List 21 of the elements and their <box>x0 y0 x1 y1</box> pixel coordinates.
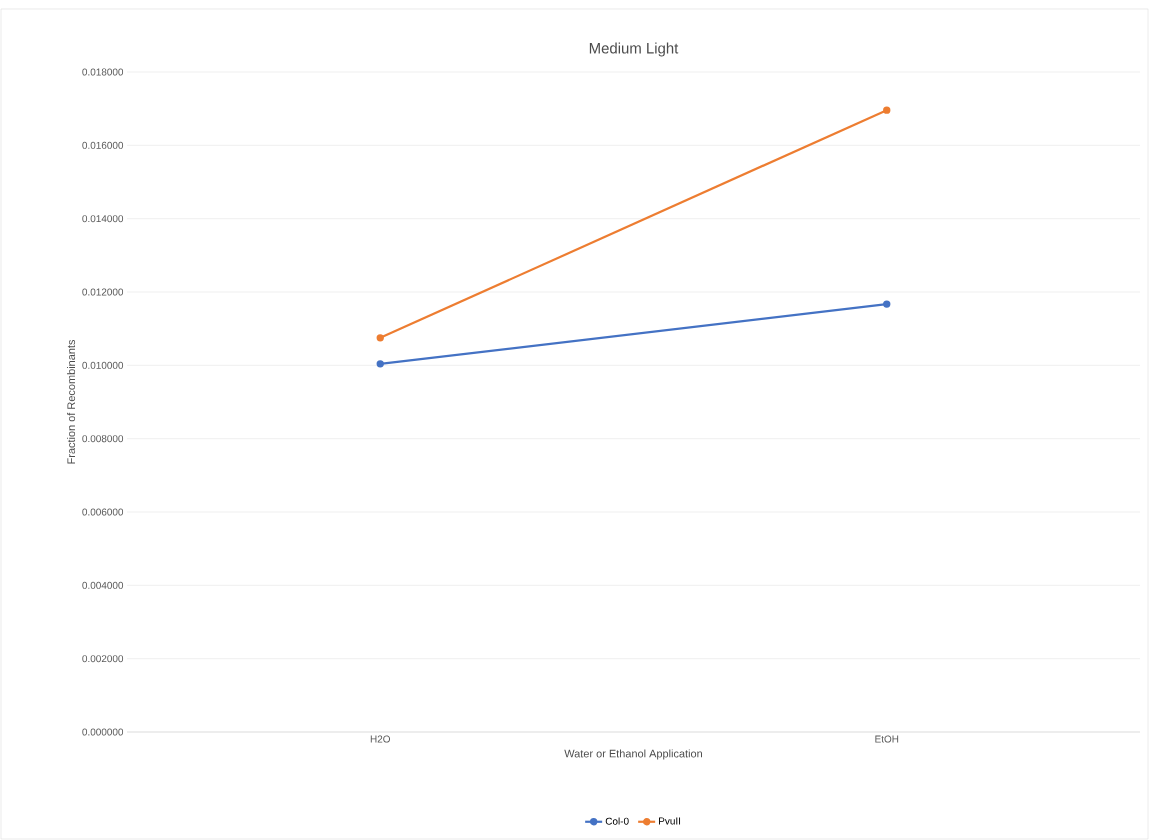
y-tick-label: 0.000000 <box>82 728 124 736</box>
y-tick-label: 0.004000 <box>82 581 124 589</box>
y-axis-title: Fraction of Recombinants <box>67 339 76 464</box>
y-tick-label: 0.014000 <box>82 215 124 223</box>
legend-label: Col-0 <box>605 817 629 825</box>
point <box>376 360 384 368</box>
legend-label: PvuII <box>659 817 681 825</box>
y-tick-label: 0.002000 <box>82 655 124 663</box>
point <box>883 106 891 114</box>
y-tick-label: 0.012000 <box>82 288 124 296</box>
y-tick-label: 0.016000 <box>82 141 124 149</box>
point <box>376 334 384 342</box>
y-tick-label: 0.006000 <box>82 508 124 516</box>
x-tick-label: H2O <box>370 735 391 743</box>
x-axis-title: Water or Ethanol Application <box>564 749 702 760</box>
y-tick-label: 0.008000 <box>82 435 124 443</box>
y-tick-label: 0.010000 <box>82 361 124 369</box>
y-tick-label: 0.018000 <box>82 68 124 76</box>
x-tick-label: EtOH <box>875 735 899 743</box>
chart-title: Medium Light <box>589 42 679 57</box>
point <box>883 300 891 308</box>
